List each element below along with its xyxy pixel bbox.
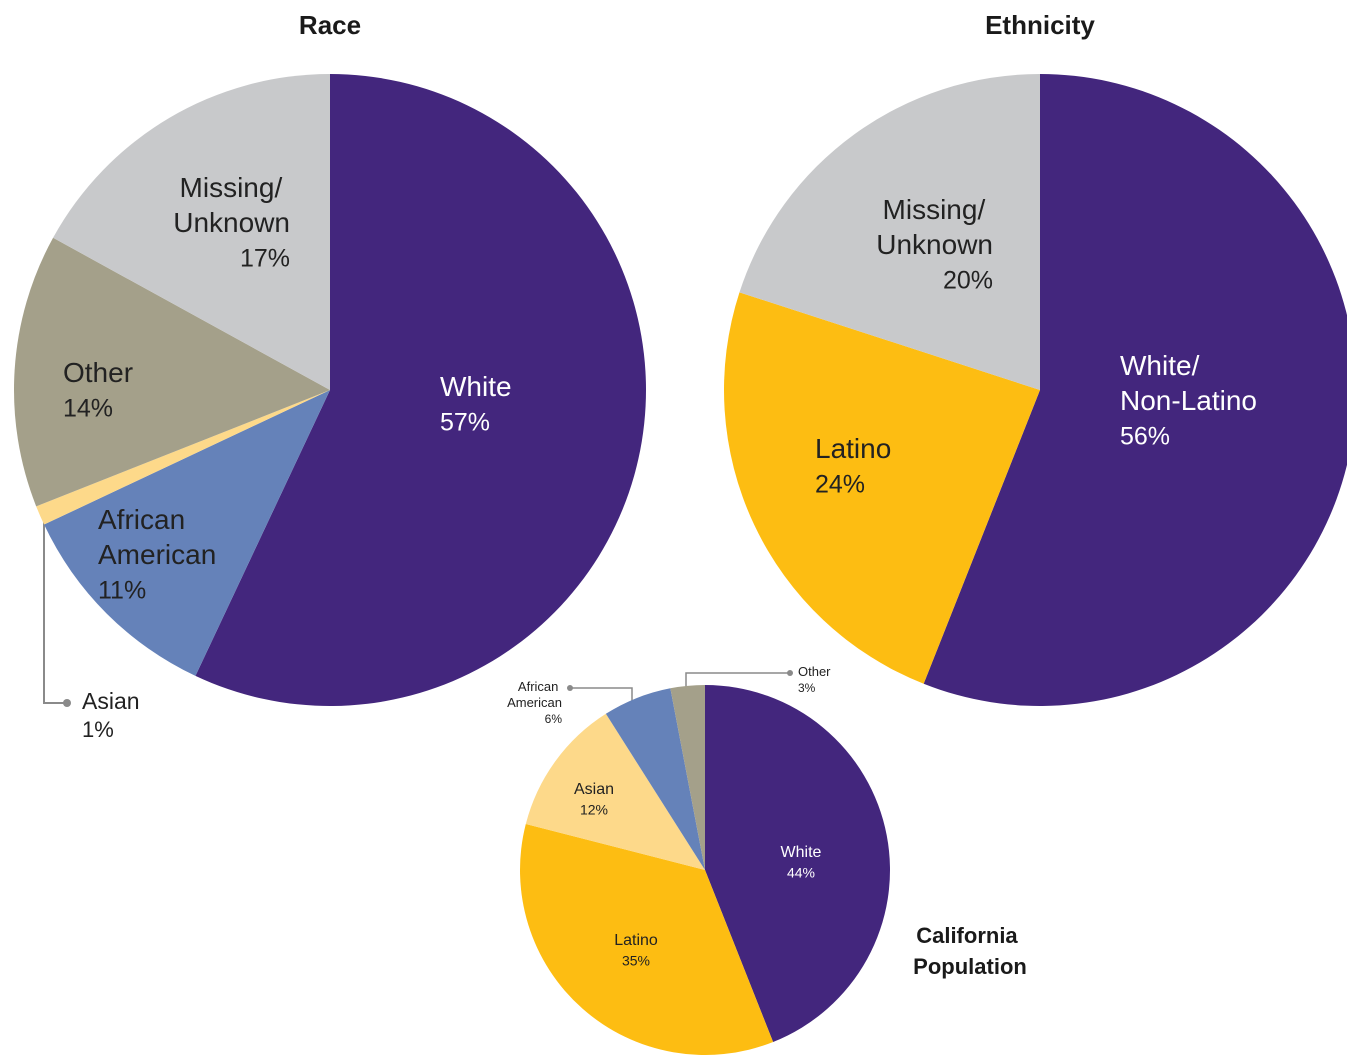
slice-label: Asian [82, 688, 140, 714]
slice-label: White [440, 371, 512, 402]
pie-slice [53, 74, 330, 390]
pie-slice [605, 688, 705, 870]
pie-slice [520, 823, 774, 1055]
slice-value-label: 44% [787, 865, 815, 881]
slice-label: African American [507, 679, 562, 710]
slice-value-label: 57% [440, 409, 490, 437]
slice-label: White/ Non-Latino [1120, 350, 1257, 416]
pie-slice [14, 237, 330, 507]
slice-value-label: 3% [798, 681, 816, 695]
slice-value-label: 6% [545, 712, 563, 726]
pie-slice [36, 390, 330, 525]
pie-slice [525, 713, 705, 870]
slice-value-label: 35% [622, 953, 650, 969]
pie-slice [44, 390, 331, 676]
callout-line [685, 672, 790, 690]
slice-label: Other [798, 664, 831, 679]
chart-title: Ethnicity [985, 10, 1095, 40]
callout-line [43, 512, 66, 704]
slice-value-label: 11% [98, 577, 146, 605]
slice-value-label: 56% [1120, 423, 1170, 451]
slice-label: Missing/ Unknown [876, 194, 993, 260]
chart-title: California Population [913, 923, 1027, 979]
pie-slice [723, 292, 1040, 684]
slice-value-label: 17% [240, 245, 290, 273]
pie-slice [739, 74, 1040, 390]
slice-value-label: 24% [815, 471, 865, 499]
pie-slice [923, 74, 1347, 706]
slice-value-label: 20% [943, 267, 993, 295]
slice-label: Missing/ Unknown [173, 172, 290, 238]
pie-slice [195, 74, 646, 706]
slice-label: Other [63, 357, 133, 388]
callout-dot [567, 685, 573, 691]
pie-slice [670, 685, 705, 870]
slice-label: White [781, 844, 822, 861]
slice-label: Asian [574, 781, 614, 798]
slice-value-label: 1% [82, 717, 114, 742]
callout-dot [63, 699, 71, 707]
slice-value-label: 12% [580, 802, 608, 818]
slice-value-label: 14% [63, 395, 113, 423]
pie-slice [705, 685, 891, 1043]
slice-label: African American [98, 504, 216, 570]
callout-dot [787, 670, 793, 676]
slice-label: Latino [815, 433, 891, 464]
chart-title: Race [299, 10, 361, 40]
slice-label: Latino [614, 932, 658, 949]
